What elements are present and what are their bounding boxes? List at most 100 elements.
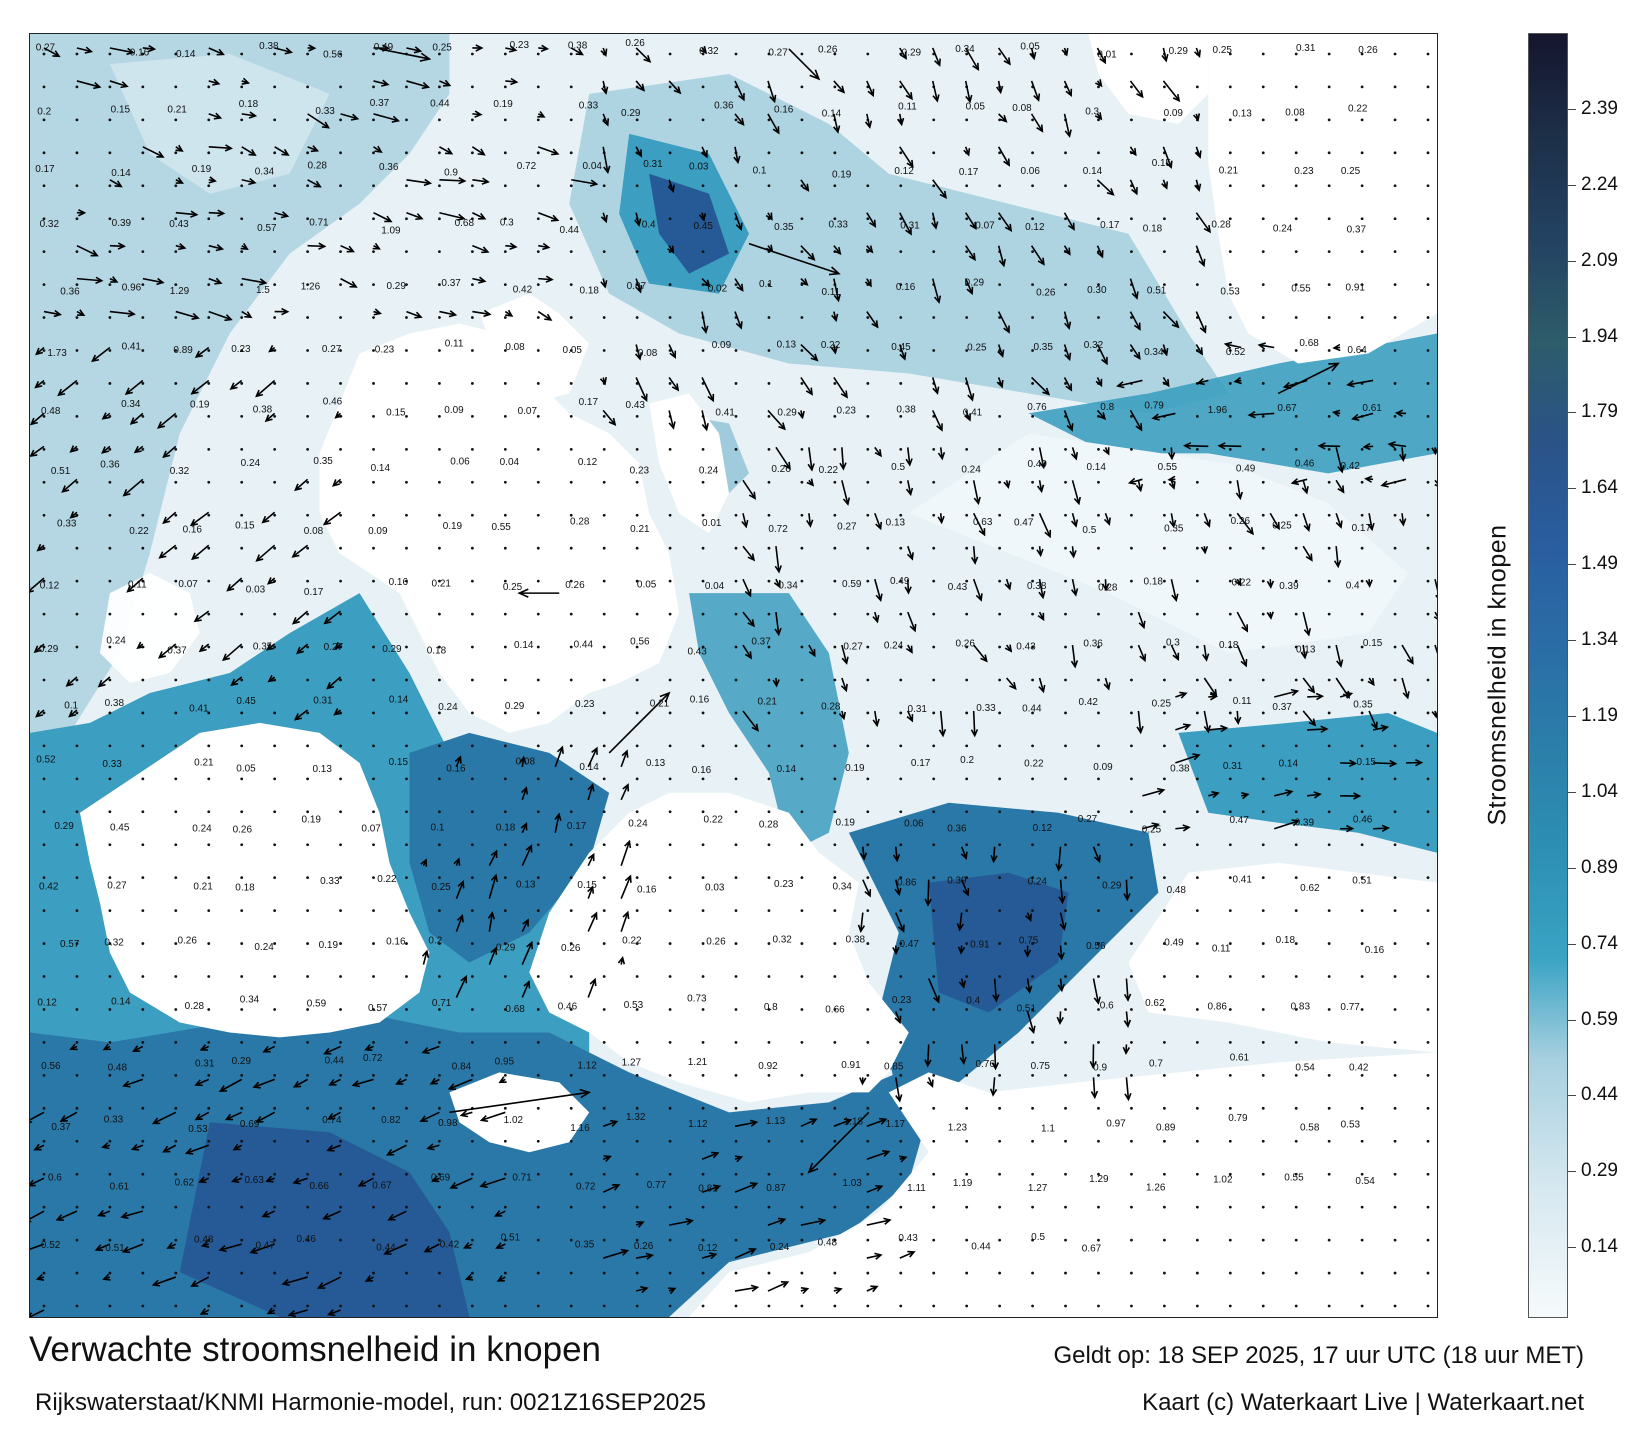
grid-dot: [141, 612, 145, 616]
grid-dot: [339, 480, 342, 484]
grid-dot: [866, 151, 870, 155]
grid-dot: [569, 1238, 573, 1242]
map-panel[interactable]: 0.27 0.16 0.14 0.38 0.56 0.49 0.25 0.23 0.38 0.26…: [29, 33, 1438, 1318]
speed-value-label: 0.03: [705, 882, 725, 893]
speed-value-label: 0.18: [1144, 577, 1164, 588]
current-arrow: [504, 309, 514, 317]
grid-dot: [372, 415, 375, 418]
current-arrow: [420, 858, 428, 867]
current-arrow: [334, 641, 343, 650]
grid-dot: [1195, 645, 1199, 649]
grid-dot: [932, 1041, 936, 1044]
speed-value-label: 0.44: [971, 1242, 991, 1253]
grid-dot: [1360, 777, 1364, 781]
current-arrow: [97, 1209, 111, 1217]
current-arrow: [1162, 377, 1170, 388]
grid-dot: [503, 975, 507, 978]
speed-value-label: 0.42: [440, 1240, 460, 1251]
grid-dot: [438, 810, 441, 814]
speed-value-label: 0.54: [1355, 1176, 1375, 1187]
current-arrow: [331, 478, 342, 487]
speed-value-label: 0.36: [714, 100, 734, 111]
grid-dot: [635, 480, 639, 484]
current-arrow: [421, 949, 430, 965]
grid-dot: [569, 480, 573, 484]
current-arrow: [602, 1119, 619, 1128]
speed-value-label: 0.27: [837, 521, 857, 532]
grid-dot: [965, 612, 969, 616]
grid-dot: [438, 909, 441, 913]
grid-dot: [75, 349, 79, 352]
grid-dot: [998, 1271, 1002, 1275]
grid-dot: [1097, 1008, 1100, 1011]
grid-dot: [1130, 876, 1133, 880]
grid-dot: [1097, 1073, 1100, 1077]
speed-value-label: 0.16: [183, 525, 203, 536]
legend-tick-label: 0.89: [1581, 856, 1618, 878]
grid-dot: [1294, 777, 1298, 781]
speed-value-label: 0.38: [1027, 581, 1047, 592]
grid-dot: [1228, 876, 1232, 880]
current-arrow: [634, 344, 643, 361]
current-arrow: [1368, 710, 1378, 730]
grid-dot: [1294, 349, 1298, 352]
grid-dot: [75, 579, 79, 583]
grid-dot: [1426, 942, 1430, 945]
speed-value-label: 0.55: [1284, 1173, 1304, 1184]
speed-value-label: 0.51: [105, 1243, 125, 1254]
grid-dot: [1393, 447, 1397, 451]
speed-value-label: 0.11: [128, 580, 147, 591]
current-arrow: [1129, 80, 1144, 99]
grid-dot: [569, 876, 573, 880]
grid-dot: [668, 316, 672, 319]
grid-dot: [635, 909, 639, 913]
grid-dot: [1228, 118, 1232, 122]
speed-value-label: 0.06: [904, 818, 924, 829]
current-arrow: [151, 1276, 177, 1287]
grid-dot: [1393, 810, 1397, 814]
speed-value-label: 0.33: [976, 703, 996, 714]
legend-tick-label: 0.74: [1581, 932, 1618, 954]
current-arrow: [701, 146, 708, 159]
speed-value-label: 0.67: [372, 1181, 392, 1192]
grid-dot: [108, 843, 112, 847]
current-arrow: [742, 479, 757, 500]
grid-dot: [1195, 1205, 1199, 1209]
grid-dot: [833, 1271, 837, 1275]
grid-dot: [207, 283, 211, 287]
grid-dot: [635, 1041, 639, 1044]
current-arrow: [189, 511, 210, 527]
grid-dot: [339, 876, 342, 880]
grid-dot: [405, 1073, 408, 1077]
current-arrow: [831, 311, 839, 323]
current-arrow: [1365, 579, 1373, 588]
speed-value-label: 0.14: [777, 764, 797, 775]
grid-dot: [503, 1205, 507, 1209]
speed-value-label: 0.71: [309, 218, 329, 229]
grid-dot: [1130, 1172, 1133, 1176]
grid-dot: [339, 612, 342, 616]
grid-dot: [602, 1073, 606, 1077]
grid-dot: [800, 909, 804, 913]
speed-value-label: 0.52: [36, 754, 56, 765]
current-arrow: [972, 578, 983, 602]
grid-dot: [405, 184, 408, 188]
grid-dot: [1261, 1304, 1265, 1308]
speed-value-label: 0.48: [108, 1062, 128, 1073]
current-arrow: [521, 844, 533, 867]
grid-dot: [503, 1008, 507, 1011]
grid-dot: [174, 349, 178, 352]
grid-dot: [75, 975, 79, 978]
grid-dot: [965, 1106, 969, 1110]
grid-dot: [1393, 85, 1397, 89]
grid-dot: [1195, 1008, 1199, 1011]
grid-dot: [470, 1139, 474, 1143]
current-arrow: [385, 1144, 407, 1156]
current-arrow: [241, 277, 268, 286]
grid-dot: [240, 85, 244, 89]
grid-dot: [899, 843, 903, 847]
current-arrow: [1063, 245, 1071, 256]
grid-dot: [734, 250, 738, 254]
current-arrow: [190, 379, 210, 395]
speed-value-label: 0.21: [757, 696, 777, 707]
